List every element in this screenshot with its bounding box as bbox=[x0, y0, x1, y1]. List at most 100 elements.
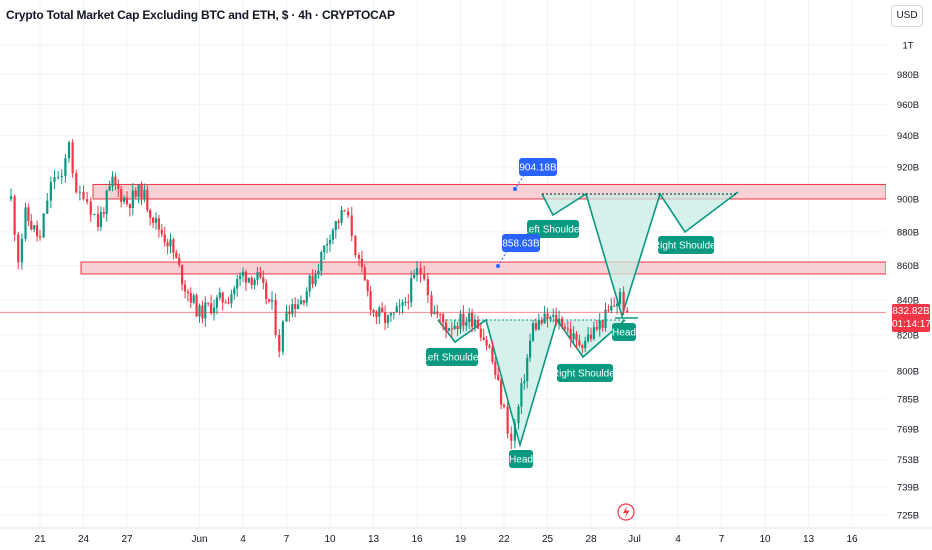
candle-body bbox=[181, 265, 184, 285]
price-tick-label: 920B bbox=[897, 162, 919, 173]
time-tick-label: 22 bbox=[498, 534, 510, 545]
candle-body bbox=[506, 406, 509, 434]
pattern-upper-fill bbox=[542, 192, 738, 316]
candle-body bbox=[430, 295, 433, 314]
candle-body bbox=[305, 291, 308, 303]
candle-body bbox=[426, 278, 429, 296]
candle-body bbox=[250, 277, 253, 286]
candle-body bbox=[363, 267, 366, 281]
candle-body bbox=[369, 291, 372, 310]
candle-body bbox=[137, 184, 140, 197]
candle-body bbox=[221, 292, 224, 303]
candle-body bbox=[134, 190, 137, 197]
price-tick-label: 940B bbox=[897, 131, 919, 142]
candle-body bbox=[227, 302, 230, 304]
candle-body bbox=[558, 318, 561, 324]
candle-body bbox=[510, 433, 513, 441]
candle-body bbox=[86, 199, 89, 202]
candle-body bbox=[253, 279, 256, 286]
candle-body bbox=[53, 177, 56, 182]
candle-body bbox=[207, 302, 210, 304]
candle-body bbox=[404, 301, 407, 303]
candle-body bbox=[450, 328, 453, 330]
time-tick-label: 7 bbox=[284, 534, 290, 545]
candle-body bbox=[513, 423, 516, 441]
candle-body bbox=[256, 272, 259, 280]
candle-body bbox=[102, 212, 105, 215]
time-tick-label: 4 bbox=[240, 534, 246, 545]
candle-body bbox=[384, 312, 387, 323]
candle-body bbox=[281, 321, 284, 352]
candle-body bbox=[465, 321, 468, 326]
candle-body bbox=[479, 328, 482, 338]
candle-body bbox=[549, 316, 552, 320]
candle-body bbox=[439, 314, 442, 316]
candle-body bbox=[523, 380, 526, 384]
candle-body bbox=[140, 184, 143, 200]
candle-body bbox=[36, 225, 39, 237]
candle-body bbox=[529, 340, 532, 358]
price-tick-label: 880B bbox=[897, 227, 919, 238]
pattern-label-text: Right Shoulder bbox=[653, 241, 720, 252]
candle-body bbox=[347, 211, 350, 216]
candle-body bbox=[468, 313, 471, 322]
candle-body bbox=[326, 243, 329, 246]
candle-body bbox=[17, 234, 20, 263]
price-axis[interactable]: 1T 980B 960B 940B 920B 900B 880B 860B 840B 820B 80… bbox=[886, 0, 932, 528]
candle-body bbox=[476, 320, 479, 329]
candle-body bbox=[592, 327, 595, 339]
price-tick-label: 785B bbox=[897, 394, 919, 405]
candle-body bbox=[569, 329, 572, 340]
pattern-label-text: Left Shoulder bbox=[523, 225, 583, 236]
candle-body bbox=[622, 292, 625, 311]
time-tick-label: 24 bbox=[78, 534, 90, 545]
candle-body bbox=[343, 210, 346, 212]
candle-body bbox=[354, 235, 357, 256]
candle-body bbox=[502, 404, 506, 407]
candle-body bbox=[212, 307, 216, 314]
candle-body bbox=[610, 305, 613, 311]
candle-body bbox=[154, 218, 158, 223]
price-tick-label: 900B bbox=[897, 194, 919, 205]
price-tick-label: 840B bbox=[897, 295, 919, 306]
candle-body bbox=[398, 305, 401, 307]
candle-body bbox=[473, 320, 477, 327]
candle-body bbox=[9, 196, 13, 199]
callout-anchor bbox=[513, 187, 517, 191]
candle-body bbox=[589, 334, 593, 339]
candle-body bbox=[30, 221, 33, 230]
candle-body bbox=[143, 189, 146, 200]
price-axis-background bbox=[886, 0, 932, 528]
pattern-label-box bbox=[426, 348, 478, 366]
candle-body bbox=[540, 320, 543, 324]
candle-body bbox=[259, 272, 262, 278]
candle-body bbox=[195, 295, 198, 317]
candle-body bbox=[183, 284, 187, 292]
candle-body bbox=[172, 239, 175, 253]
candle-body bbox=[117, 184, 120, 189]
pattern-label-text: Left Shoulder bbox=[422, 353, 482, 364]
candle-body bbox=[230, 294, 233, 304]
candle-body bbox=[613, 305, 616, 307]
candle-body bbox=[578, 340, 581, 346]
candle-body bbox=[334, 221, 337, 231]
price-tick-label: 1T bbox=[902, 41, 913, 52]
candlestick-series bbox=[9, 139, 629, 450]
candle-body bbox=[163, 234, 166, 243]
candle-body bbox=[572, 333, 575, 340]
candle-body bbox=[233, 288, 236, 295]
candle-body bbox=[89, 201, 92, 215]
chart-title: Crypto Total Market Cap Excluding BTC an… bbox=[6, 8, 395, 22]
candle-body bbox=[152, 217, 155, 223]
candle-body bbox=[71, 142, 74, 174]
head-and-shoulders-patterns bbox=[437, 191, 739, 448]
candle-body bbox=[526, 357, 529, 381]
candle-body bbox=[49, 181, 52, 201]
callout-text: 904.18B bbox=[519, 163, 557, 174]
candle-body bbox=[60, 176, 63, 178]
time-axis[interactable]: 21 24 27 Jun 4 7 10 13 16 19 22 25 28 Jul 4 7 10 13 16 bbox=[0, 527, 932, 545]
candle-body bbox=[27, 207, 30, 222]
price-tick-label: 769B bbox=[897, 424, 919, 435]
currency-selector[interactable]: USD bbox=[891, 5, 923, 27]
